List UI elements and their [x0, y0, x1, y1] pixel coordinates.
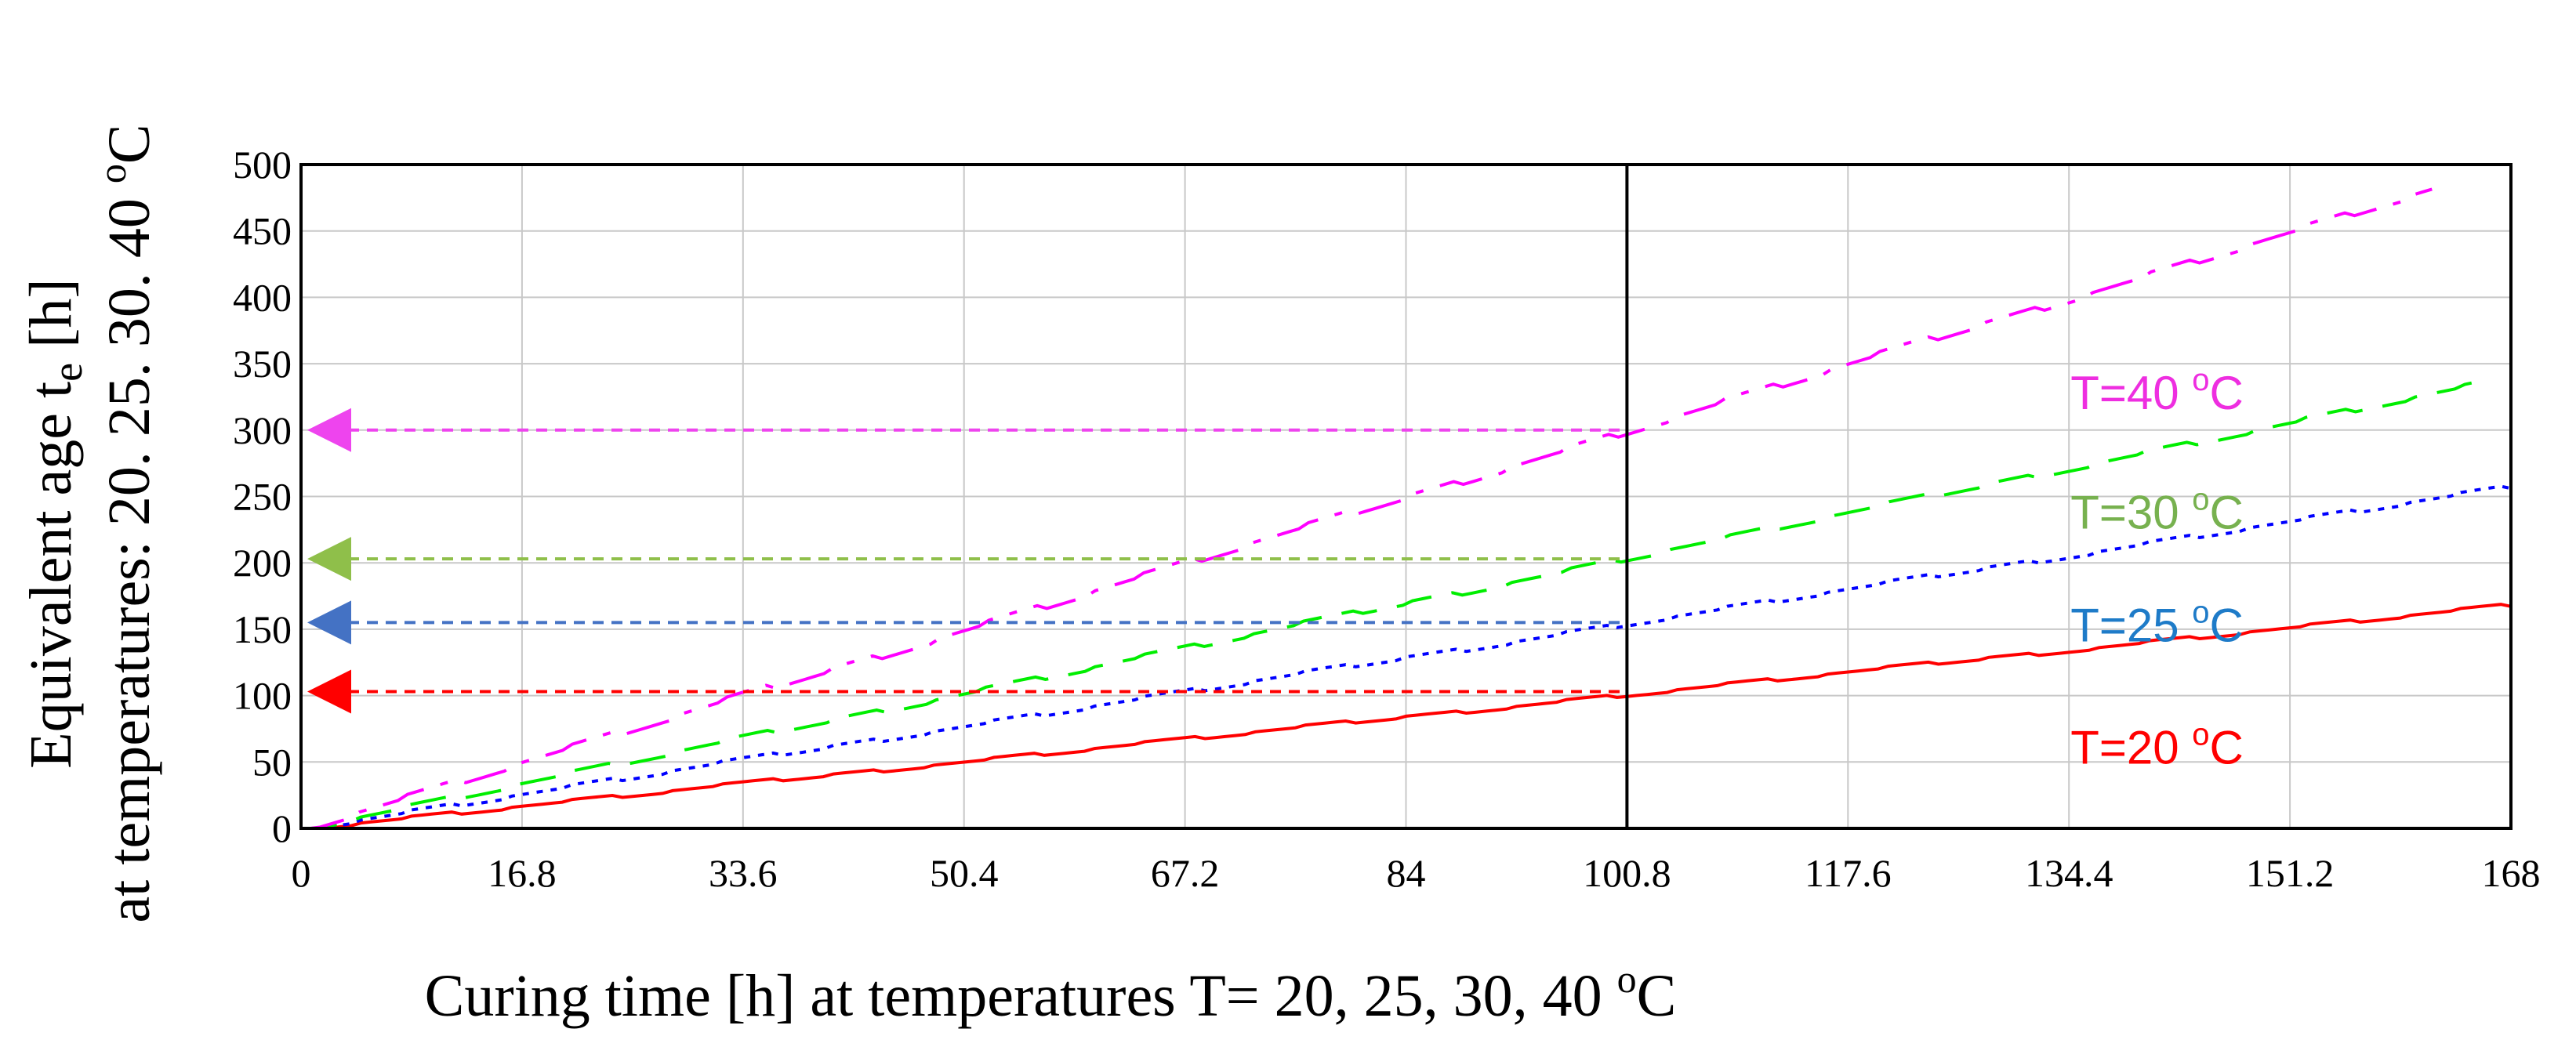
y-axis-title-line2-text: at temperatures: 20. 25. 30. 40 — [96, 183, 162, 922]
x-axis-title-unit: C — [1637, 963, 1677, 1029]
y-tick-label: 400 — [233, 275, 292, 319]
x-tick-label: 117.6 — [1805, 851, 1892, 895]
x-axis-title: Curing time [h] at temperatures T= 20, 2… — [425, 957, 1677, 1029]
x-tick-label: 134.4 — [2025, 851, 2113, 895]
plot-frame — [299, 163, 2513, 830]
series-label-sup: o — [2192, 482, 2209, 516]
reference-arrow-head — [307, 537, 351, 581]
y-axis-title-line2: at temperatures: 20. 25. 30. 40 oC — [90, 124, 162, 922]
y-axis-title-line1-tail: [h] — [18, 278, 84, 363]
y-axis-title-line2-sup: o — [90, 164, 134, 183]
y-tick-label: 50 — [252, 740, 292, 784]
series-line — [301, 484, 2512, 830]
x-tick-label: 151.2 — [2246, 851, 2335, 895]
series-label-unit: C — [2210, 367, 2244, 419]
y-tick-label: 200 — [233, 541, 292, 585]
y-tick-label: 450 — [233, 209, 292, 253]
x-tick-label: 100.8 — [1583, 851, 1671, 895]
series-line — [301, 187, 2433, 830]
y-tick-label: 100 — [233, 674, 292, 718]
y-tick-label: 350 — [233, 342, 292, 386]
x-tick-label: 168 — [2482, 851, 2541, 895]
series-label-text: T=30 — [2070, 486, 2192, 538]
y-axis-title-line2-group: at temperatures: 20. 25. 30. 40 oC — [90, 124, 162, 922]
y-axis-title-line1-text: Equivalent age t — [18, 382, 84, 769]
y-tick-label: 250 — [233, 475, 292, 519]
reference-arrow-head — [307, 600, 351, 645]
series-line — [301, 603, 2512, 830]
series-label-text: T=20 — [2070, 721, 2192, 773]
x-tick-label: 0 — [292, 851, 311, 895]
series-label: T=40 oC — [2070, 363, 2244, 419]
series-label-sup: o — [2192, 363, 2209, 397]
series-label-sup: o — [2192, 595, 2209, 629]
y-tick-label: 150 — [233, 607, 292, 651]
y-tick-label: 0 — [272, 806, 292, 850]
series-line — [301, 379, 2485, 830]
reference-arrow-head — [307, 408, 351, 452]
x-tick-label: 67.2 — [1151, 851, 1220, 895]
series-label-text: T=40 — [2070, 367, 2192, 419]
series-label: T=30 oC — [2070, 482, 2244, 538]
y-axis-title-line2-unit: C — [96, 124, 162, 164]
x-tick-label: 16.8 — [488, 851, 557, 895]
series-label-unit: C — [2210, 486, 2244, 538]
x-axis-title-text: Curing time [h] at temperatures T= 20, 2… — [425, 963, 1617, 1029]
y-axis-title-line1: Equivalent age te [h] — [18, 278, 91, 768]
x-axis-title-sup: o — [1617, 957, 1637, 1001]
y-axis-title-sub: e — [44, 363, 91, 382]
series-label-unit: C — [2210, 599, 2244, 651]
y-axis-title-line1-group: Equivalent age te [h] — [18, 278, 91, 768]
series-label-layer: T=20 oCT=25 oCT=30 oCT=40 oC — [2070, 363, 2244, 773]
series-label-sup: o — [2192, 717, 2209, 752]
reference-arrow-head — [307, 669, 351, 714]
y-tick-label: 300 — [233, 408, 292, 452]
series-label-unit: C — [2210, 721, 2244, 773]
series-label: T=20 oC — [2070, 717, 2244, 773]
y-tick-label: 500 — [233, 143, 292, 187]
series-layer — [301, 187, 2512, 830]
x-tick-label: 33.6 — [709, 851, 778, 895]
x-tick-label: 50.4 — [930, 851, 999, 895]
x-tick-label: 84 — [1387, 851, 1426, 895]
series-label-text: T=25 — [2070, 599, 2192, 651]
tick-label-layer: 0 16.8 33.6 50.4 67.2 84 100.8 117.6 134.4 151.2 1… — [233, 143, 2541, 895]
reference-layer — [307, 408, 1627, 714]
series-label: T=25 oC — [2070, 595, 2244, 651]
